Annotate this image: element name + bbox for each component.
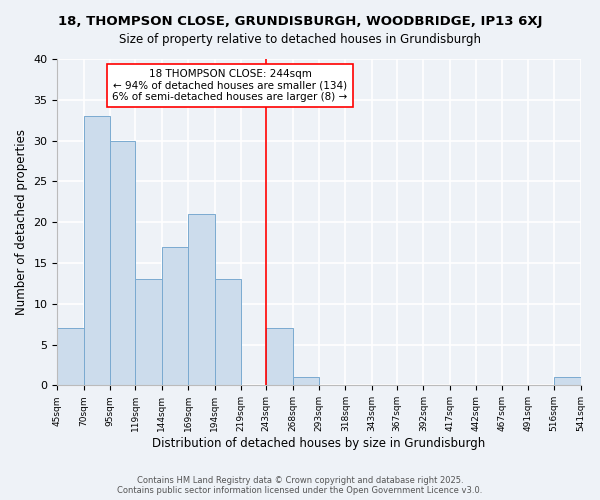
Bar <box>215 280 241 386</box>
Bar <box>188 214 215 386</box>
Text: 18, THOMPSON CLOSE, GRUNDISBURGH, WOODBRIDGE, IP13 6XJ: 18, THOMPSON CLOSE, GRUNDISBURGH, WOODBR… <box>58 15 542 28</box>
Y-axis label: Number of detached properties: Number of detached properties <box>15 129 28 315</box>
Bar <box>110 140 136 386</box>
Bar <box>136 280 162 386</box>
X-axis label: Distribution of detached houses by size in Grundisburgh: Distribution of detached houses by size … <box>152 437 485 450</box>
Text: Contains HM Land Registry data © Crown copyright and database right 2025.
Contai: Contains HM Land Registry data © Crown c… <box>118 476 482 495</box>
Bar <box>554 377 581 386</box>
Text: Size of property relative to detached houses in Grundisburgh: Size of property relative to detached ho… <box>119 32 481 46</box>
Bar <box>58 328 84 386</box>
Bar <box>266 328 293 386</box>
Bar <box>293 377 319 386</box>
Bar <box>84 116 110 386</box>
Text: 18 THOMPSON CLOSE: 244sqm
← 94% of detached houses are smaller (134)
6% of semi-: 18 THOMPSON CLOSE: 244sqm ← 94% of detac… <box>112 69 347 102</box>
Bar <box>162 246 188 386</box>
